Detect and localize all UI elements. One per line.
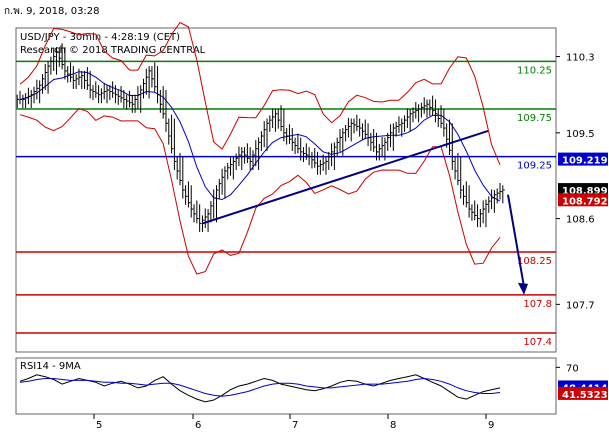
price-badge-label: 41.5323: [562, 390, 608, 401]
trendlines: [202, 129, 528, 295]
y-tick-label: 109.5: [566, 129, 595, 140]
lower-band: [19, 107, 501, 275]
price-panel: [15, 27, 557, 353]
forecast-arrowhead: [518, 282, 528, 295]
price-badge-label: 108.792: [562, 196, 608, 207]
rsi-ma-line: [19, 377, 501, 397]
level-label: 107.4: [523, 337, 552, 348]
moving-average: [19, 71, 501, 202]
price-badge: [558, 183, 608, 197]
upper-band: [19, 21, 501, 165]
timestamp: ก.พ. 9, 2018, 03:28: [4, 6, 100, 17]
level-label: 107.8: [523, 299, 552, 310]
level-label: 110.25: [517, 65, 552, 76]
x-tick-label: 7: [292, 420, 298, 431]
level-lines: 110.25 109.75 109.25 108.25 107.8 107.4: [16, 60, 556, 348]
y-tick-label: 110.3: [566, 53, 595, 64]
rsi-title: RSI14 - 9MA: [20, 361, 81, 372]
price-badge: [558, 152, 608, 166]
chart-title: USD/JPY - 30min - 4:28:19 (CET): [20, 32, 180, 43]
price-badge-label: 108.899: [562, 186, 608, 197]
bollinger-bands: [19, 21, 501, 275]
rsi-lines: [19, 374, 501, 403]
y-tick-label: 108.6: [566, 215, 595, 226]
chart-subtitle: Research © 2018 TRADING CENTRAL: [20, 45, 206, 56]
x-tick-label: 9: [488, 420, 494, 431]
rsi-panel: [15, 357, 557, 415]
x-axis-ticks: 5 6 7 8 9: [93, 414, 494, 431]
level-label: 109.25: [517, 161, 552, 172]
y-tick-label: 107.7: [566, 300, 595, 311]
x-tick-label: 5: [96, 420, 102, 431]
level-label: 108.25: [517, 256, 552, 267]
rsi-y-tick-label: 70: [566, 363, 579, 374]
price-bars: [16, 43, 505, 232]
x-tick-label: 6: [195, 420, 201, 431]
price-badge-label: 109.219: [562, 156, 608, 167]
rsi-line: [19, 374, 501, 403]
support-trendline: [202, 129, 489, 225]
y-axis-ticks: 110.3 109.5 108.6 107.7 70: [556, 53, 595, 374]
x-tick-label: 8: [390, 420, 396, 431]
level-label: 109.75: [517, 113, 552, 124]
price-badge: [558, 386, 608, 400]
forecast-arrow: [507, 194, 525, 287]
price-badge: [558, 193, 608, 207]
